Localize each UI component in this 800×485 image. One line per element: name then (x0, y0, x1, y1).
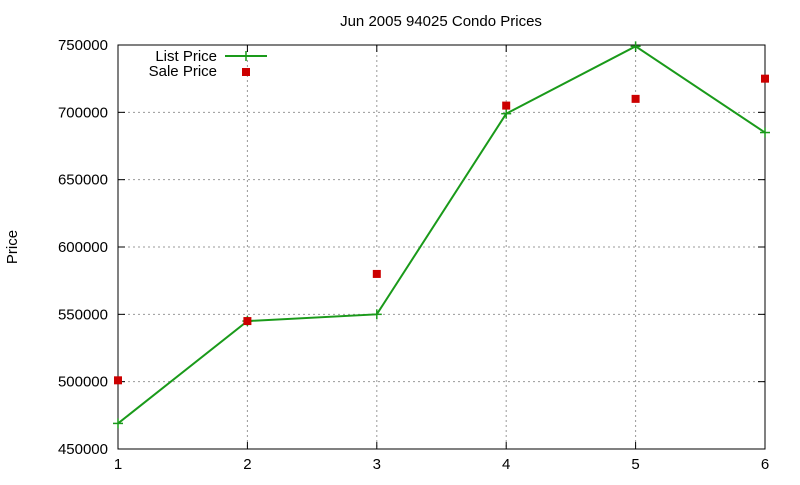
x-tick-label: 3 (373, 456, 381, 473)
point-sale-price (631, 94, 640, 103)
y-tick-label: 550000 (58, 306, 108, 323)
y-tick-label: 600000 (58, 239, 108, 256)
axis-ticks: 450000 500000 550000 600000 650000 700000 7500… (58, 37, 769, 473)
y-tick-label: 750000 (58, 37, 108, 54)
x-tick-label: 2 (243, 456, 251, 473)
x-tick-label: 5 (631, 456, 639, 473)
x-tick-label: 1 (114, 456, 122, 473)
point-sale-price (502, 101, 511, 110)
legend-label-sale-price: Sale Price (149, 63, 217, 80)
point-list-price (501, 108, 512, 119)
x-tick-label: 4 (502, 456, 510, 473)
y-tick-label: 500000 (58, 374, 108, 391)
point-sale-price (114, 376, 122, 385)
series-line-list-price (117, 45, 766, 425)
x-tick-label: 6 (761, 456, 769, 473)
grid-lines (118, 45, 765, 449)
point-sale-price (372, 269, 381, 278)
plot-frame (117, 44, 766, 450)
y-tick-label: 450000 (58, 441, 108, 458)
point-list-price (630, 41, 641, 52)
point-list-price (371, 309, 382, 320)
point-sale-price (243, 317, 252, 326)
y-tick-label: 650000 (58, 172, 108, 189)
legend-label-list-price: List Price (155, 48, 217, 65)
chart-title: Jun 2005 94025 Condo Prices (340, 13, 542, 30)
legend-marker-list-price (241, 51, 251, 61)
point-sale-price (761, 74, 769, 83)
series-layer (113, 41, 770, 429)
y-tick-label: 700000 (58, 104, 108, 121)
y-axis-label: Price (4, 230, 21, 264)
point-list-price (113, 418, 123, 429)
legend: List Price Sale Price (149, 48, 267, 80)
legend-marker-sale-price (242, 68, 250, 76)
point-list-price (760, 127, 770, 138)
